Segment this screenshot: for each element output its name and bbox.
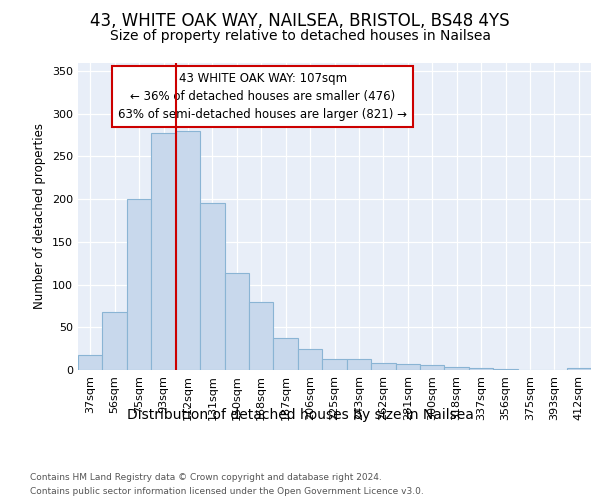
Bar — [176, 131, 200, 370]
Text: Contains HM Land Registry data © Crown copyright and database right 2024.: Contains HM Land Registry data © Crown c… — [30, 472, 382, 482]
Bar — [469, 368, 493, 370]
Bar — [493, 369, 518, 370]
Text: Distribution of detached houses by size in Nailsea: Distribution of detached houses by size … — [127, 408, 473, 422]
Bar — [420, 365, 445, 370]
Bar — [78, 356, 103, 370]
Text: 43 WHITE OAK WAY: 107sqm
← 36% of detached houses are smaller (476)
63% of semi-: 43 WHITE OAK WAY: 107sqm ← 36% of detach… — [118, 72, 407, 120]
Text: 43, WHITE OAK WAY, NAILSEA, BRISTOL, BS48 4YS: 43, WHITE OAK WAY, NAILSEA, BRISTOL, BS4… — [90, 12, 510, 30]
Bar — [274, 338, 298, 370]
Bar — [566, 368, 591, 370]
Bar — [347, 359, 371, 370]
Y-axis label: Number of detached properties: Number of detached properties — [34, 123, 46, 309]
Bar — [151, 132, 176, 370]
Bar — [249, 302, 274, 370]
Bar — [445, 368, 469, 370]
Bar — [103, 312, 127, 370]
Bar — [127, 199, 151, 370]
Bar — [322, 359, 347, 370]
Bar — [200, 202, 224, 370]
Bar — [224, 274, 249, 370]
Text: Contains public sector information licensed under the Open Government Licence v3: Contains public sector information licen… — [30, 488, 424, 496]
Bar — [298, 348, 322, 370]
Bar — [395, 364, 420, 370]
Bar — [371, 363, 395, 370]
Text: Size of property relative to detached houses in Nailsea: Size of property relative to detached ho… — [110, 29, 491, 43]
